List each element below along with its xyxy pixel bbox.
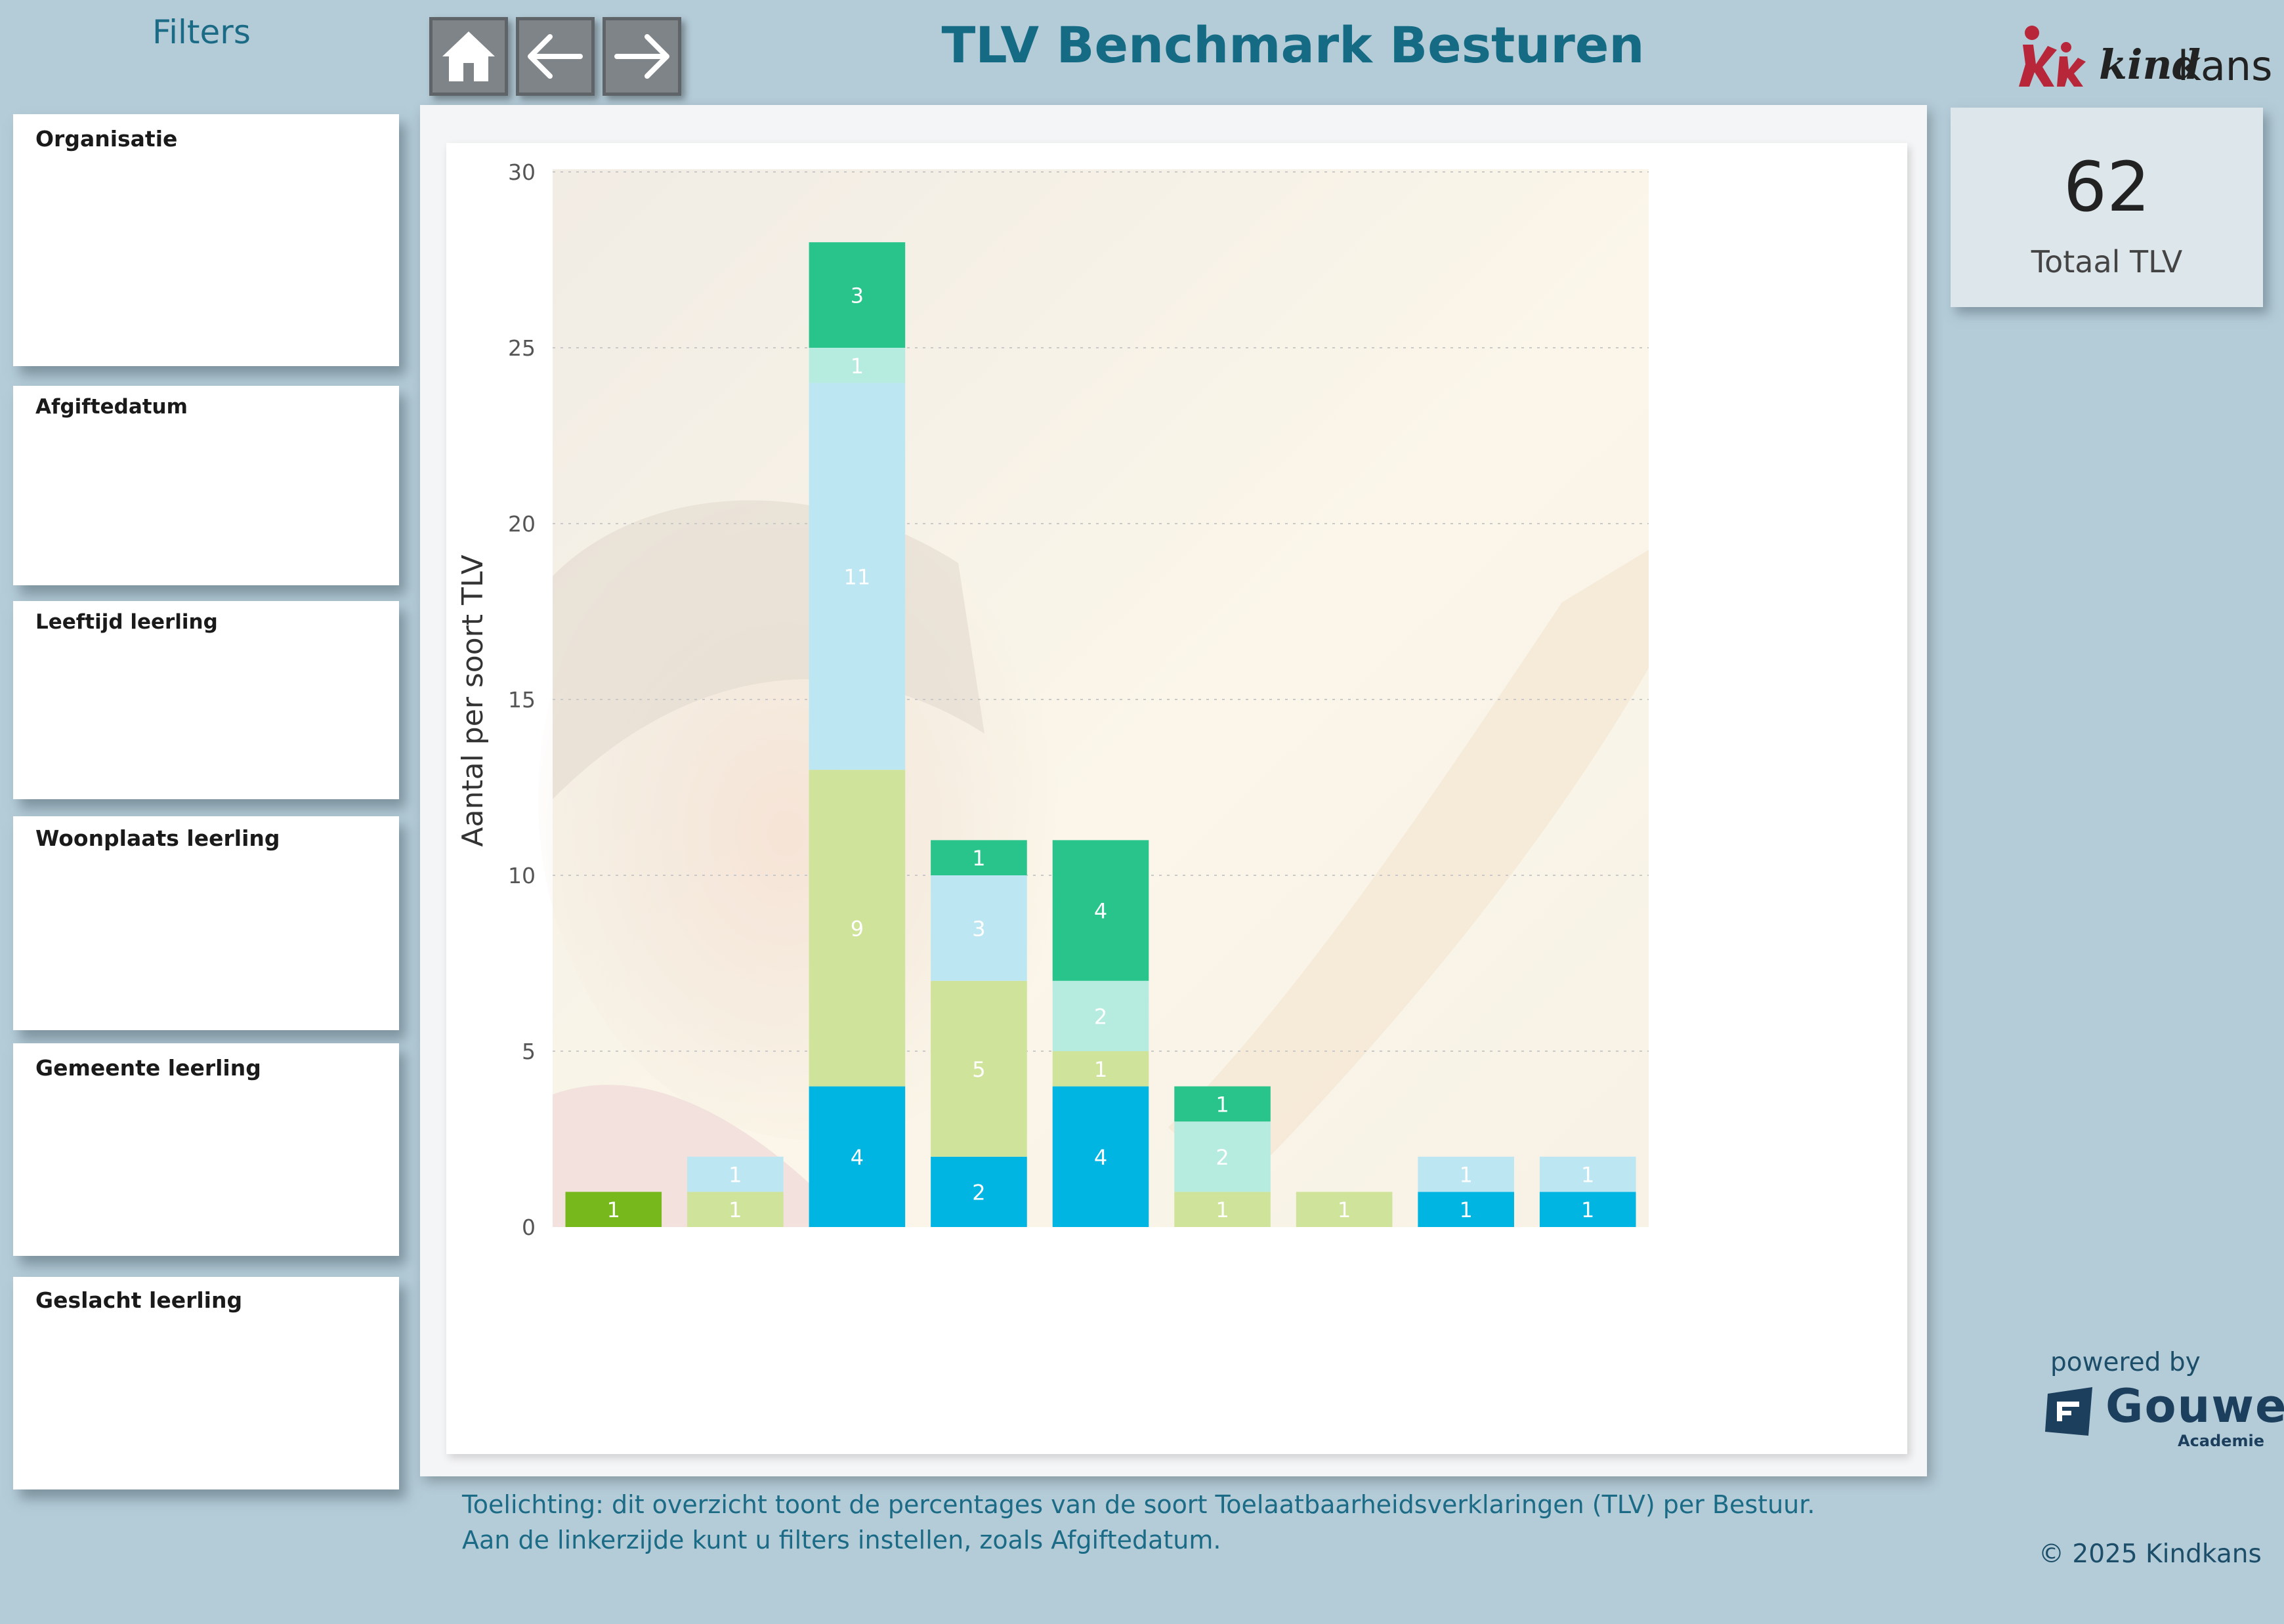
bar-segment[interactable]	[687, 1156, 784, 1192]
explanation-line-2: Aan de linkerzijde kunt u filters instel…	[462, 1526, 1221, 1554]
bar-segment[interactable]	[1052, 1086, 1149, 1227]
data-label: 3	[851, 283, 864, 308]
bar-segment[interactable]	[931, 980, 1027, 1157]
filter-leeftijd-leerling[interactable]: Leeftijd leerling	[13, 601, 399, 799]
data-label: 2	[1216, 1145, 1229, 1170]
bar-segment[interactable]	[687, 1192, 784, 1227]
kpi-value: 62	[2063, 147, 2151, 227]
bar-segment[interactable]	[1052, 980, 1149, 1051]
forward-button[interactable]	[603, 17, 681, 96]
kindkans-wordmark-kans: kans	[2178, 42, 2273, 90]
data-label: 2	[1094, 1004, 1107, 1029]
y-tick-label: 30	[508, 159, 536, 185]
bar-segment[interactable]	[1418, 1156, 1514, 1192]
data-label: 1	[972, 846, 985, 871]
y-tick-label: 0	[522, 1215, 536, 1240]
bar-segment[interactable]	[809, 1086, 906, 1227]
powered-by-text: powered by	[2050, 1348, 2201, 1377]
filter-gemeente-leerling[interactable]: Gemeente leerling	[13, 1043, 399, 1256]
y-tick-label: 15	[508, 687, 536, 713]
bar-segment[interactable]	[1052, 1051, 1149, 1087]
filter-label: Organisatie	[35, 126, 178, 152]
bar-segment[interactable]	[1418, 1192, 1514, 1227]
bar-segment[interactable]	[1539, 1192, 1636, 1227]
data-label: 1	[1216, 1197, 1229, 1222]
data-label: 2	[972, 1180, 985, 1205]
filter-label: Gemeente leerling	[35, 1055, 261, 1081]
arrow-right-icon	[614, 34, 669, 79]
bar-segment[interactable]	[1296, 1192, 1393, 1227]
gouwe-academie-text: Academie	[2178, 1432, 2264, 1450]
filter-afgiftedatum[interactable]: Afgiftedatum	[13, 386, 399, 585]
data-label: 5	[972, 1057, 985, 1082]
y-tick-label: 25	[508, 335, 536, 361]
kpi-card-totaal-tlv: 62 Totaal TLV	[1951, 108, 2263, 307]
bar-segment[interactable]	[809, 383, 906, 770]
gouwe-academie-icon	[2045, 1387, 2092, 1436]
bar-segment[interactable]	[809, 242, 906, 348]
bar-segment[interactable]	[1174, 1086, 1271, 1122]
filter-geslacht-leerling[interactable]: Geslacht leerling	[13, 1277, 399, 1489]
data-label: 1	[851, 354, 864, 379]
bar-segment[interactable]	[1052, 840, 1149, 981]
page-title: TLV Benchmark Besturen	[941, 16, 1645, 74]
bar-segment[interactable]	[1174, 1121, 1271, 1192]
chart-panel: 0 5 10 15 20 25 30 1 1 1 4 9 11 1 3 2 5 3 1 4 1 2 4 1 2 1 1 1 1 1 1 A…	[446, 143, 1907, 1454]
data-label: 3	[972, 916, 985, 941]
data-label: 1	[1459, 1163, 1472, 1188]
y-tick-label: 20	[508, 511, 536, 537]
bar-segment[interactable]	[931, 875, 1027, 981]
data-label: 4	[1094, 1145, 1107, 1170]
gouwe-wordmark: Gouwe	[2105, 1379, 2284, 1433]
copyright-text: © 2025 Kindkans	[2039, 1539, 2262, 1569]
kpi-label: Totaal TLV	[2031, 244, 2183, 280]
filter-label: Geslacht leerling	[35, 1287, 243, 1313]
data-label: 1	[1338, 1197, 1351, 1222]
data-label: 1	[1216, 1092, 1229, 1117]
arrow-left-icon	[528, 34, 583, 79]
data-label: 9	[851, 916, 864, 941]
explanation-line-1: Toelichting: dit overzicht toont de perc…	[462, 1490, 1815, 1519]
kindkans-wordmark-kind: kind	[2099, 41, 2201, 89]
data-label: 11	[844, 564, 871, 589]
data-label: 1	[729, 1163, 742, 1188]
filter-organisatie[interactable]: Organisatie	[13, 114, 399, 366]
back-button[interactable]	[516, 17, 595, 96]
bar-segment[interactable]	[1539, 1156, 1636, 1192]
bar-segment[interactable]	[809, 770, 906, 1087]
data-label: 1	[607, 1197, 620, 1222]
y-axis-label: Aantal per soort TLV	[456, 554, 490, 846]
home-icon	[442, 31, 495, 81]
data-label: 1	[1581, 1197, 1594, 1222]
y-tick-label: 5	[522, 1039, 536, 1064]
kindkans-logo	[2014, 24, 2092, 92]
bar-segment[interactable]	[809, 348, 906, 383]
data-label: 4	[1094, 899, 1107, 924]
data-label: 1	[1094, 1057, 1107, 1082]
data-label: 1	[729, 1197, 742, 1222]
filter-label: Leeftijd leerling	[35, 610, 218, 634]
filter-woonplaats-leerling[interactable]: Woonplaats leerling	[13, 816, 399, 1030]
bar-segment[interactable]	[931, 1156, 1027, 1227]
bar-segment[interactable]	[1174, 1192, 1271, 1227]
home-button[interactable]	[429, 17, 508, 96]
gouwe-logo	[2042, 1385, 2098, 1442]
explanation-text: Toelichting: dit overzicht toont de perc…	[462, 1487, 1906, 1558]
kindkans-figure-icon	[2019, 26, 2086, 87]
filter-label: Afgiftedatum	[35, 395, 188, 419]
y-tick-label: 10	[508, 863, 536, 888]
bar-segment[interactable]	[565, 1192, 662, 1227]
filters-title: Filters	[152, 13, 251, 51]
data-label: 1	[1459, 1197, 1472, 1222]
data-label: 1	[1581, 1163, 1594, 1188]
bar-segment[interactable]	[931, 840, 1027, 875]
filter-label: Woonplaats leerling	[35, 825, 280, 851]
data-label: 4	[851, 1145, 864, 1170]
